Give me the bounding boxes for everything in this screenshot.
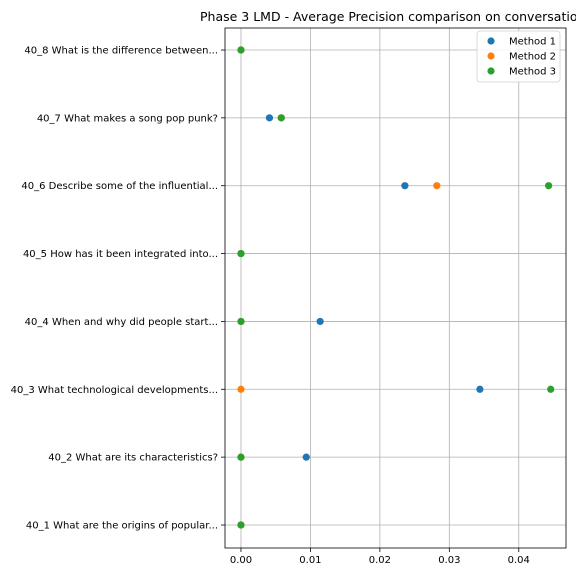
y-tick-label: 40_6 Describe some of the influential... xyxy=(21,181,218,192)
legend-label: Method 1 xyxy=(509,37,556,48)
y-tick-label: 40_1 What are the origins of popular... xyxy=(26,521,218,532)
x-tick-label: 0.04 xyxy=(508,555,530,566)
data-point-method-3 xyxy=(237,317,245,326)
legend-marker xyxy=(487,52,495,60)
data-point-method-1 xyxy=(476,385,484,393)
y-tick-label: 40_3 What technological developments... xyxy=(11,385,218,396)
y-tick-label: 40_2 What are its characteristics? xyxy=(48,453,218,464)
data-point-method-3 xyxy=(547,385,555,393)
x-tick-label: 0.02 xyxy=(369,555,391,566)
plot-frame xyxy=(224,27,567,549)
data-point-method-1 xyxy=(302,453,310,461)
y-tick-label: 40_7 What makes a song pop punk? xyxy=(37,113,218,124)
legend-marker xyxy=(487,67,495,75)
legend-box xyxy=(476,30,561,83)
data-point-method-3 xyxy=(237,453,245,461)
y-axis: 40_1 What are the origins of popular... 4… xyxy=(11,46,225,532)
data-point-method-2 xyxy=(433,182,441,190)
x-tick-label: 0.01 xyxy=(299,555,321,566)
data-point-method-3 xyxy=(277,114,285,122)
legend-marker xyxy=(487,37,495,45)
data-point-method-3 xyxy=(237,46,245,54)
x-axis: 0.00 0.01 0.02 0.03 0.04 xyxy=(230,548,530,566)
y-tick-label: 40_4 When and why did people start... xyxy=(25,317,218,328)
data-point-method-1 xyxy=(265,114,274,122)
data-point-method-1 xyxy=(316,317,324,326)
data-points xyxy=(237,46,555,529)
data-point-method-3 xyxy=(237,249,245,258)
data-point-method-2 xyxy=(237,385,245,393)
legend-label: Method 3 xyxy=(509,67,556,78)
data-point-method-3 xyxy=(237,521,245,529)
data-point-method-1 xyxy=(401,182,409,190)
data-point-method-3 xyxy=(545,182,553,190)
y-tick-label: 40_8 What is the difference between... xyxy=(24,46,218,57)
x-tick-label: 0.00 xyxy=(230,555,252,566)
y-tick-label: 40_5 How has it been integrated into... xyxy=(23,249,218,260)
legend: Method 1 Method 2 Method 3 xyxy=(476,30,561,83)
grid-layer xyxy=(225,28,566,548)
chart-title: Phase 3 LMD - Average Precision comparis… xyxy=(200,9,576,24)
x-tick-label: 0.03 xyxy=(438,555,460,566)
legend-label: Method 2 xyxy=(509,52,556,63)
